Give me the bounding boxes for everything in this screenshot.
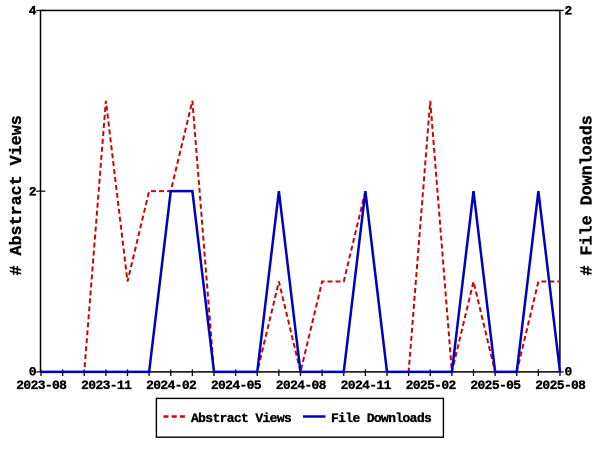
svg-text:2025-05: 2025-05 <box>470 378 521 393</box>
svg-text:2023-08: 2023-08 <box>16 378 67 393</box>
svg-text:2024-11: 2024-11 <box>341 378 392 393</box>
svg-text:0: 0 <box>565 365 573 380</box>
svg-text:2023-11: 2023-11 <box>81 378 132 393</box>
svg-text:2024-05: 2024-05 <box>211 378 262 393</box>
svg-text:Abstract Views: Abstract Views <box>191 411 292 426</box>
svg-text:# Abstract Views: # Abstract Views <box>8 115 27 275</box>
svg-text:2: 2 <box>565 4 573 19</box>
svg-text:2024-02: 2024-02 <box>146 378 197 393</box>
svg-text:# File Downloads: # File Downloads <box>579 115 598 275</box>
svg-text:2024-08: 2024-08 <box>276 378 327 393</box>
svg-text:File Downloads: File Downloads <box>331 411 432 426</box>
svg-text:2: 2 <box>29 185 37 200</box>
svg-text:0: 0 <box>29 365 37 380</box>
svg-text:2025-08: 2025-08 <box>535 378 586 393</box>
svg-text:4: 4 <box>29 4 37 19</box>
svg-text:2025-02: 2025-02 <box>406 378 457 393</box>
